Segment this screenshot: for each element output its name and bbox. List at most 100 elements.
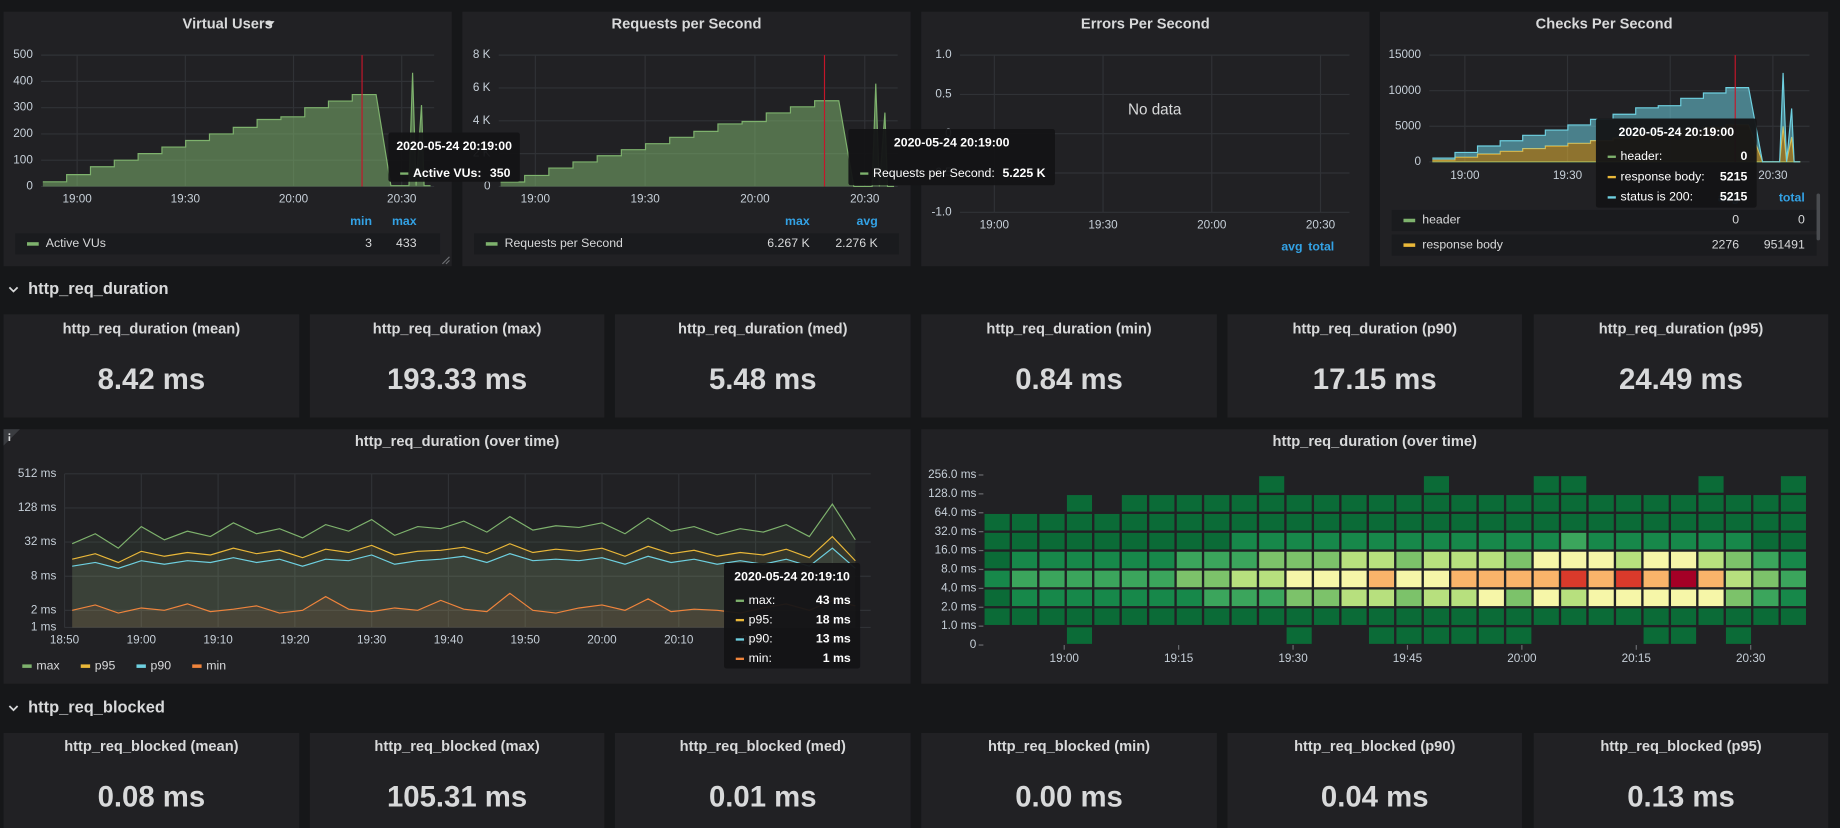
heatmap-cell[interactable] xyxy=(1423,532,1449,550)
heatmap-cell[interactable] xyxy=(1451,532,1477,550)
heatmap-cell[interactable] xyxy=(1780,608,1806,625)
heatmap-cell[interactable] xyxy=(1286,570,1312,588)
heatmap-cell[interactable] xyxy=(1561,551,1587,569)
heatmap-cell[interactable] xyxy=(1204,570,1230,588)
heatmap-cell[interactable] xyxy=(1341,570,1367,588)
heatmap-cell[interactable] xyxy=(1753,570,1779,588)
heatmap-cell[interactable] xyxy=(1753,627,1778,644)
heatmap-cell[interactable] xyxy=(1314,513,1340,531)
heatmap-cell[interactable] xyxy=(1204,513,1230,531)
heatmap-cell[interactable] xyxy=(984,570,1010,588)
heatmap-cell[interactable] xyxy=(1753,513,1779,531)
heatmap-cell[interactable] xyxy=(1423,627,1449,644)
heatmap-cell[interactable] xyxy=(1341,551,1367,569)
heatmap-cell[interactable] xyxy=(1725,627,1752,644)
heatmap-cell[interactable] xyxy=(1176,532,1202,550)
heatmap-cell[interactable] xyxy=(1012,495,1037,512)
heatmap-cell[interactable] xyxy=(1561,476,1587,493)
heatmap-cell[interactable] xyxy=(1561,513,1587,531)
heatmap-cell[interactable] xyxy=(1451,476,1476,493)
heatmap-cell[interactable] xyxy=(1039,532,1065,550)
heatmap-cell[interactable] xyxy=(1149,513,1175,531)
heatmap-cell[interactable] xyxy=(1698,532,1724,550)
heatmap-cell[interactable] xyxy=(1012,627,1037,644)
heatmap-cell[interactable] xyxy=(1753,589,1779,607)
heatmap-cell[interactable] xyxy=(1094,627,1119,644)
heatmap-cell[interactable] xyxy=(1177,627,1202,644)
heatmap-cell[interactable] xyxy=(1698,589,1724,607)
heatmap-cell[interactable] xyxy=(1121,608,1147,625)
heatmap-cell[interactable] xyxy=(1368,627,1395,644)
heatmap-cell[interactable] xyxy=(1589,627,1614,644)
heatmap-cell[interactable] xyxy=(1094,570,1120,588)
heatmap-cell[interactable] xyxy=(1314,476,1339,493)
heatmap-cell[interactable] xyxy=(1725,608,1752,625)
heatmap-cell[interactable] xyxy=(1287,476,1312,493)
heatmap-cell[interactable] xyxy=(1368,551,1395,569)
heatmap-cell[interactable] xyxy=(1039,495,1064,512)
heatmap-cell[interactable] xyxy=(1478,495,1504,512)
heatmap-cell[interactable] xyxy=(1121,532,1147,550)
heatmap-cell[interactable] xyxy=(1506,570,1532,588)
heatmap-cell[interactable] xyxy=(1396,532,1422,550)
heatmap-cell[interactable] xyxy=(1149,627,1174,644)
heatmap-cell[interactable] xyxy=(1231,513,1257,531)
heatmap-cell[interactable] xyxy=(1780,495,1806,512)
heatmap-cell[interactable] xyxy=(1698,570,1724,588)
heatmap-cell[interactable] xyxy=(1725,532,1752,550)
heatmap-cell[interactable] xyxy=(1396,589,1422,607)
heatmap-cell[interactable] xyxy=(1231,495,1257,512)
heatmap-cell[interactable] xyxy=(1396,570,1422,588)
heatmap-cell[interactable] xyxy=(1314,608,1340,625)
heatmap-cell[interactable] xyxy=(1753,532,1779,550)
heatmap-cell[interactable] xyxy=(1726,476,1751,493)
heatmap-cell[interactable] xyxy=(984,532,1010,550)
heatmap-cell[interactable] xyxy=(1671,551,1697,569)
heatmap-cell[interactable] xyxy=(1423,495,1449,512)
heatmap-cell[interactable] xyxy=(1039,513,1065,531)
heatmap-cell[interactable] xyxy=(1259,608,1285,625)
heatmap-cell[interactable] xyxy=(1671,513,1697,531)
heatmap-cell[interactable] xyxy=(1176,513,1202,531)
heatmap-cell[interactable] xyxy=(1506,589,1532,607)
heatmap-cell[interactable] xyxy=(1671,476,1696,493)
heatmap-cell[interactable] xyxy=(1533,476,1559,493)
heatmap-cell[interactable] xyxy=(1066,495,1093,512)
heatmap-cell[interactable] xyxy=(984,551,1010,569)
heatmap-cell[interactable] xyxy=(1259,551,1285,569)
heatmap-cell[interactable] xyxy=(1177,476,1202,493)
heatmap-cell[interactable] xyxy=(1478,570,1504,588)
heatmap-cell[interactable] xyxy=(1259,589,1285,607)
heatmap-cell[interactable] xyxy=(985,476,1010,493)
heatmap-cell[interactable] xyxy=(1451,589,1477,607)
heatmap-cell[interactable] xyxy=(1094,476,1119,493)
heatmap-cell[interactable] xyxy=(1725,495,1752,512)
heatmap-cell[interactable] xyxy=(1671,608,1697,625)
heatmap-cell[interactable] xyxy=(1698,495,1724,512)
heatmap-cell[interactable] xyxy=(1012,513,1038,531)
heatmap-cell[interactable] xyxy=(1286,532,1312,550)
scrollbar[interactable] xyxy=(1816,193,1821,241)
heatmap-cell[interactable] xyxy=(985,495,1010,512)
heatmap-cell[interactable] xyxy=(1533,551,1559,569)
heatmap-cell[interactable] xyxy=(1286,551,1312,569)
heatmap-cell[interactable] xyxy=(1698,476,1724,493)
heatmap-cell[interactable] xyxy=(1259,627,1284,644)
heatmap-cell[interactable] xyxy=(1616,570,1642,588)
legend-name[interactable]: Requests per Second xyxy=(505,236,623,250)
heatmap-cell[interactable] xyxy=(1561,495,1587,512)
heatmap-cell[interactable] xyxy=(1396,608,1422,625)
heatmap-cell[interactable] xyxy=(1232,627,1257,644)
heatmap-cell[interactable] xyxy=(1423,608,1449,625)
heatmap-cell[interactable] xyxy=(1039,627,1064,644)
heatmap-cell[interactable] xyxy=(1204,608,1230,625)
heatmap-cell[interactable] xyxy=(1533,589,1559,607)
heatmap-cell[interactable] xyxy=(1314,551,1340,569)
heatmap-cell[interactable] xyxy=(1286,627,1312,644)
heatmap-cell[interactable] xyxy=(1698,627,1723,644)
heatmap-cell[interactable] xyxy=(1341,495,1367,512)
heatmap-cell[interactable] xyxy=(1534,627,1559,644)
heatmap-cell[interactable] xyxy=(984,608,1010,625)
heatmap-cell[interactable] xyxy=(1368,589,1395,607)
legend-name[interactable]: max xyxy=(36,658,60,672)
